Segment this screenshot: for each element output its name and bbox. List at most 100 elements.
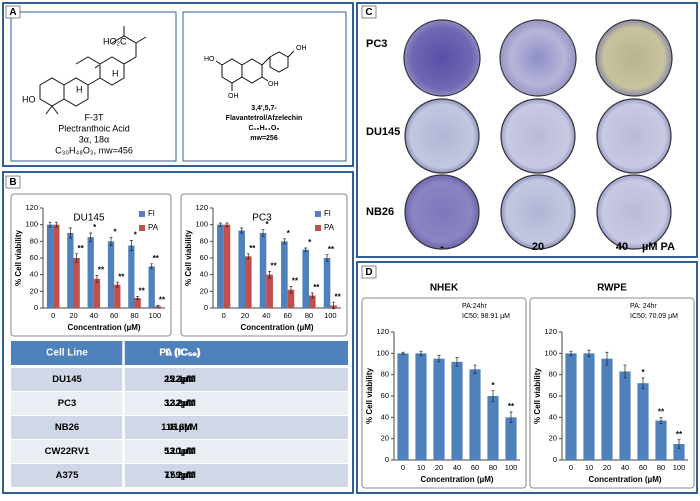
wells (403, 19, 673, 250)
atom-label: HO (204, 56, 215, 63)
x-tick-label: 80 (489, 463, 497, 472)
bar (46, 224, 54, 308)
x-axis-label: Concentration (µM) (240, 323, 313, 332)
y-tick-label: 80 (549, 370, 557, 379)
bar (67, 233, 74, 308)
significance: ** (159, 296, 166, 305)
structure-drawing (215, 50, 295, 91)
error-bar (268, 270, 272, 279)
legend-swatch (315, 225, 321, 231)
chart-frame (529, 297, 695, 489)
chart-note: IC50: 98.91 µM (462, 313, 510, 320)
error-bar (310, 292, 314, 299)
table-cell: 120µM (165, 446, 194, 457)
bar (673, 444, 685, 460)
error-bar (623, 364, 627, 379)
bar (238, 230, 245, 308)
x-tick-label: 100 (673, 463, 686, 472)
y-tick-label: 40 (381, 412, 389, 421)
chart-title: PC3 (252, 213, 272, 224)
table-cell: 53.1µM (164, 446, 196, 457)
error-bar (509, 411, 513, 424)
bar (148, 266, 155, 308)
legend-label: Fl (148, 209, 155, 218)
error-bar (89, 232, 93, 242)
bar (309, 295, 316, 308)
panel-labels: A B C D (5, 5, 377, 279)
panel-label: B (9, 177, 16, 188)
bar (53, 224, 60, 308)
y-tick-label: 20 (549, 434, 557, 443)
x-tick-label: 20 (241, 311, 249, 320)
unit-label: µM PA (642, 241, 675, 253)
legend-swatch (139, 211, 145, 217)
table-cell: PC3 (58, 398, 76, 409)
bar (287, 289, 295, 308)
bar (223, 224, 231, 308)
table-row-bg (11, 392, 348, 415)
well (499, 19, 577, 97)
bar (87, 237, 94, 308)
bar (505, 417, 517, 460)
x-axis-label: Concentration (µM) (67, 323, 140, 332)
y-axis-label: % Cell viability (14, 229, 23, 286)
significance: * (308, 238, 312, 247)
legend-label: Fl (324, 209, 331, 218)
significance: ** (118, 272, 125, 281)
y-tick-label: 40 (549, 412, 557, 421)
significance: ** (153, 254, 160, 263)
error-bar (109, 236, 113, 246)
panel-label: C (365, 7, 372, 18)
x-axis-label: Concentration (µM) (420, 475, 493, 484)
error-bar (569, 350, 573, 356)
well (500, 98, 576, 174)
error-bar (68, 227, 72, 239)
atom-label: OH (268, 81, 279, 88)
atom-label: OH (296, 45, 307, 52)
y-tick-label: 60 (200, 253, 208, 262)
legend-swatch (315, 211, 321, 217)
significance: ** (328, 245, 335, 254)
error-bar (332, 301, 336, 310)
atom-label: H (112, 68, 119, 78)
bar (415, 353, 427, 460)
compound-caption: C₁₅H₁₄O₅ (248, 125, 279, 132)
error-bar (95, 275, 99, 283)
table-header: FL (IC₅₀) (159, 348, 200, 359)
table-cell: 122µM (165, 374, 194, 385)
chart-title: RWPE (597, 283, 627, 294)
x-tick-label: 20 (603, 463, 611, 472)
error-bar (136, 295, 140, 301)
y-axis-label: % Cell viability (184, 229, 193, 286)
atom-label: OH (228, 93, 239, 100)
bar (323, 258, 331, 308)
row-label: NB26 (366, 206, 394, 218)
y-tick-label: 120 (544, 327, 557, 336)
y-tick-label: 40 (200, 270, 208, 279)
table-cell: 132µM (165, 398, 194, 409)
panel-borders (2, 2, 698, 494)
x-tick-label: 0 (401, 463, 405, 472)
error-bar (641, 377, 645, 389)
bar (107, 241, 115, 308)
well (500, 174, 576, 250)
well (595, 19, 673, 97)
error-bar (437, 355, 441, 363)
x-tick-label: 80 (657, 463, 665, 472)
error-bar (289, 285, 293, 294)
error-bar (54, 221, 58, 228)
x-tick-label: 40 (453, 463, 461, 472)
y-tick-label: 60 (381, 391, 389, 400)
significance: ** (313, 283, 320, 292)
bar (302, 249, 309, 308)
y-tick-label: 0 (204, 303, 208, 312)
compound-caption: 3α, 18α (79, 134, 109, 144)
column-label: - (440, 241, 444, 253)
error-bar (156, 305, 160, 308)
error-bar (261, 229, 265, 237)
legend-label: PA (148, 223, 159, 232)
y-tick-label: 120 (195, 203, 208, 212)
error-bar (473, 364, 477, 374)
chart-note: PA: 24hr (630, 303, 657, 310)
